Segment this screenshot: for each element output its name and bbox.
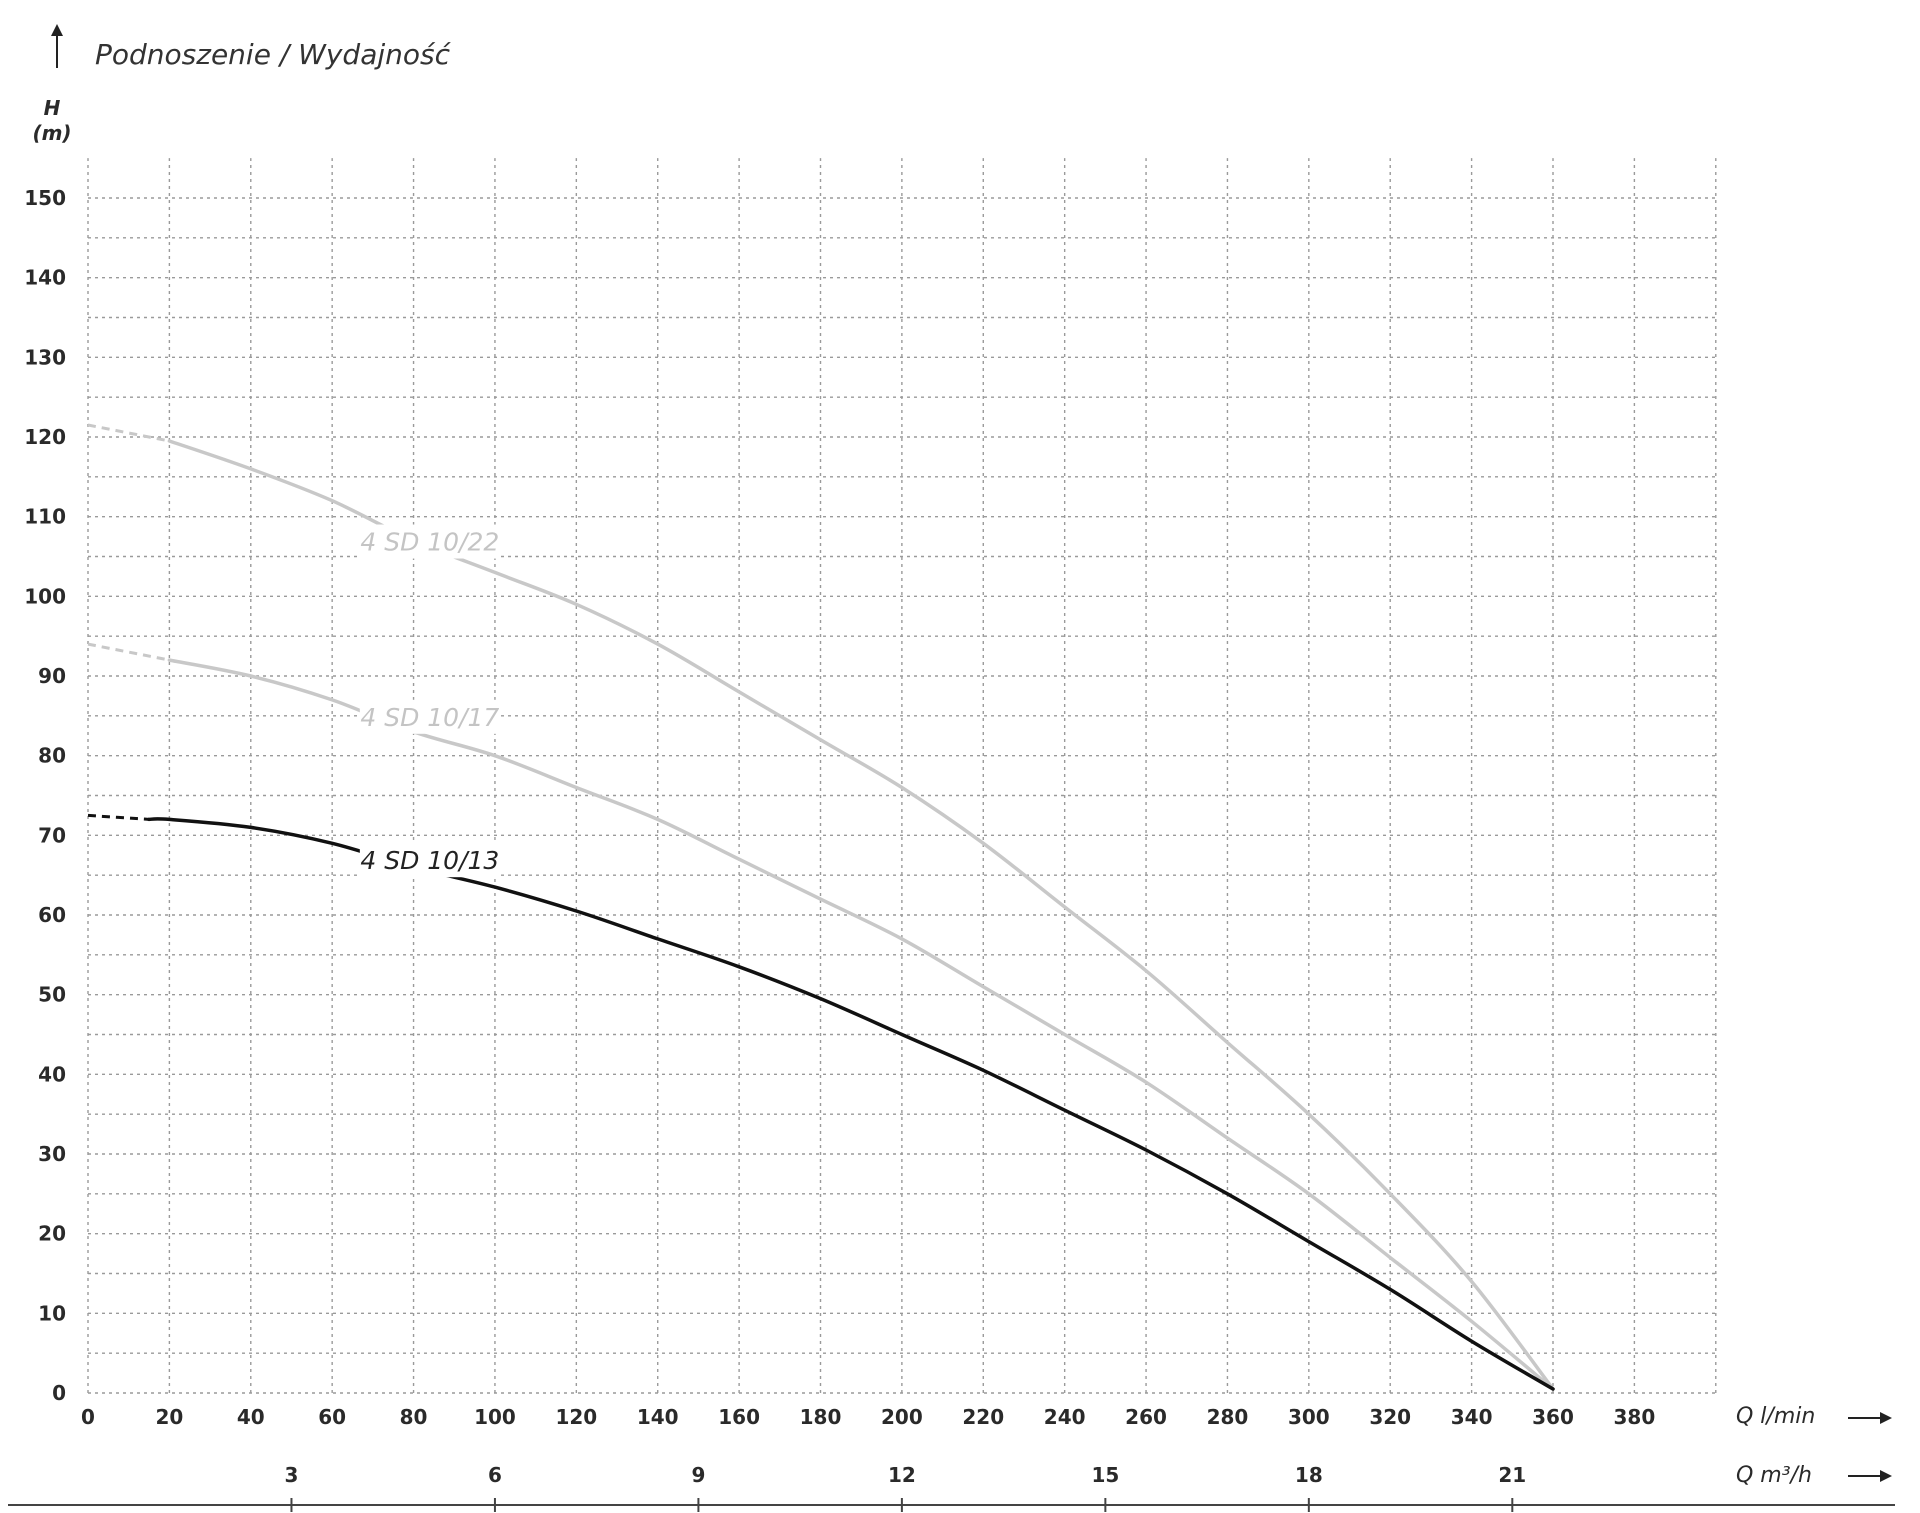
x2-tick-label: 9	[691, 1463, 705, 1487]
series-line	[167, 658, 1555, 1391]
x-tick-label: 180	[800, 1405, 842, 1429]
x-tick-label: 340	[1451, 1405, 1493, 1429]
y-tick-label: 150	[24, 186, 66, 210]
x-tick-labels: 0 20 40 60 80 100 120 140 160 180 200 220 240 260 280 3…	[81, 1405, 1655, 1429]
series-label: 4 SD 10/22	[360, 528, 499, 557]
series-labels: 4 SD 10/22 4 SD 10/17 4 SD 10/13	[359, 524, 500, 878]
x2-tick-label: 21	[1498, 1463, 1526, 1487]
x-tick-label: 300	[1288, 1405, 1330, 1429]
x2-tick-label: 6	[488, 1463, 502, 1487]
x-axis-arrow-icon	[1848, 1412, 1892, 1424]
y-tick-label: 110	[24, 505, 66, 529]
x-tick-label: 40	[237, 1405, 265, 1429]
y-tick-label: 120	[24, 425, 66, 449]
y-tick-label: 10	[38, 1301, 66, 1325]
x2-tick-label: 15	[1091, 1463, 1119, 1487]
series-label-background	[359, 843, 500, 878]
x2-tick-label: 18	[1295, 1463, 1323, 1487]
series-line-dashed	[87, 642, 170, 662]
x2-tick-label: 12	[888, 1463, 916, 1487]
x-tick-label: 380	[1614, 1405, 1656, 1429]
x-tick-label: 240	[1044, 1405, 1086, 1429]
series-line-dashed	[87, 813, 150, 821]
x-tick-label: 80	[400, 1405, 428, 1429]
series-label-background	[359, 524, 500, 559]
x2-tick-labels: 3 6 9 12 15 18 21	[285, 1463, 1527, 1487]
grid	[87, 158, 1717, 1394]
series-label: 4 SD 10/13	[360, 846, 499, 875]
series-label: 4 SD 10/17	[360, 703, 499, 732]
y-tick-label: 0	[52, 1381, 66, 1405]
x-tick-label: 320	[1369, 1405, 1411, 1429]
x2-tick-marks	[290, 1498, 1514, 1512]
y-tick-label: 140	[24, 266, 66, 290]
series-line-dashed	[87, 423, 170, 443]
y-tick-label: 130	[24, 345, 66, 369]
x-axis-label: Q l/min	[1736, 1404, 1815, 1429]
y-tick-label: 30	[38, 1142, 66, 1166]
y-tick-label: 60	[38, 903, 66, 927]
x-tick-label: 0	[81, 1405, 95, 1429]
y-tick-label: 40	[38, 1062, 66, 1086]
x2-axis-arrow-icon	[1848, 1470, 1892, 1482]
x-tick-label: 260	[1125, 1405, 1167, 1429]
x-tick-label: 100	[474, 1405, 516, 1429]
y-axis-unit: (m)	[32, 121, 71, 145]
x-tick-label: 200	[881, 1405, 923, 1429]
x2-tick-label: 3	[285, 1463, 299, 1487]
x2-axis-label: Q m³/h	[1736, 1463, 1812, 1488]
chart-title: Podnoszenie / Wydajność	[95, 38, 452, 71]
x-tick-label: 220	[962, 1405, 1004, 1429]
x-tick-label: 60	[318, 1405, 346, 1429]
series-line	[147, 817, 1555, 1391]
x-tick-label: 160	[718, 1405, 760, 1429]
y-tick-label: 70	[38, 823, 66, 847]
title-arrow-icon	[51, 24, 63, 68]
x-tick-label: 120	[555, 1405, 597, 1429]
y-tick-label: 50	[38, 983, 66, 1007]
y-axis-symbol: H	[44, 96, 61, 120]
x-tick-label: 280	[1207, 1405, 1249, 1429]
x-tick-label: 20	[155, 1405, 183, 1429]
y-tick-label: 90	[38, 664, 66, 688]
y-tick-label: 80	[38, 744, 66, 768]
x-tick-label: 140	[637, 1405, 679, 1429]
y-tick-labels: 0 10 20 30 40 50 60 70 80 90 100 110 120 130 140 150	[24, 186, 66, 1405]
y-tick-label: 20	[38, 1222, 66, 1246]
series-label-background	[359, 699, 500, 734]
y-tick-label: 100	[24, 584, 66, 608]
x-tick-label: 360	[1532, 1405, 1574, 1429]
